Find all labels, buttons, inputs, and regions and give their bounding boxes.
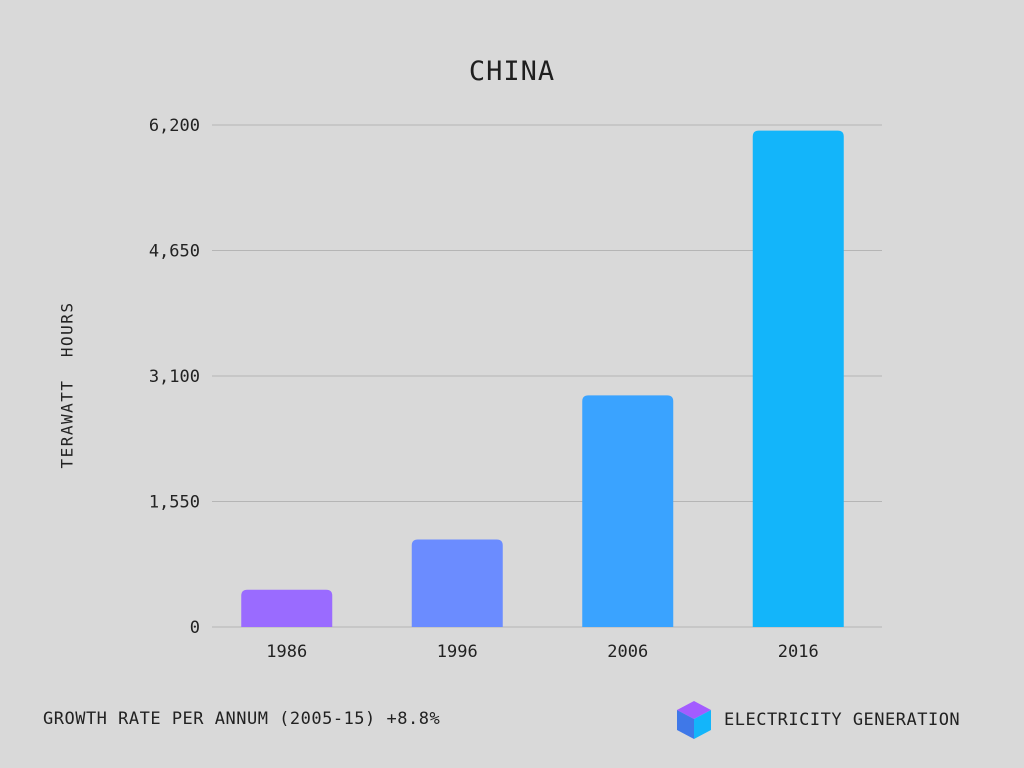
growth-rate-text: GROWTH RATE PER ANNUM (2005-15) +8.8% — [43, 709, 441, 729]
y-tick-label: 6,200 — [149, 116, 200, 136]
x-tick-label: 1996 — [437, 642, 478, 662]
cube-icon — [677, 701, 711, 739]
y-tick-label: 1,550 — [149, 493, 200, 513]
x-tick-label: 2016 — [778, 642, 819, 662]
x-axis-ticks: 1986 1996 2006 2016 — [266, 642, 818, 662]
chart-title: CHINA — [468, 56, 556, 87]
bar-2006 — [582, 395, 674, 627]
y-tick-label: 4,650 — [149, 242, 200, 262]
y-tick-label: 3,100 — [149, 367, 200, 387]
brand: ELECTRICITY GENERATION — [676, 700, 960, 740]
x-tick-label: 2006 — [607, 642, 648, 662]
x-tick-label: 1986 — [266, 642, 307, 662]
bar-1986 — [241, 589, 333, 627]
y-tick-label: 0 — [190, 618, 200, 638]
brand-label: ELECTRICITY GENERATION — [724, 710, 961, 730]
bar-2016 — [752, 130, 844, 628]
bars — [241, 130, 844, 628]
bar-1996 — [411, 539, 503, 627]
y-axis-ticks: 0 1,550 3,100 4,650 6,200 — [149, 116, 200, 638]
